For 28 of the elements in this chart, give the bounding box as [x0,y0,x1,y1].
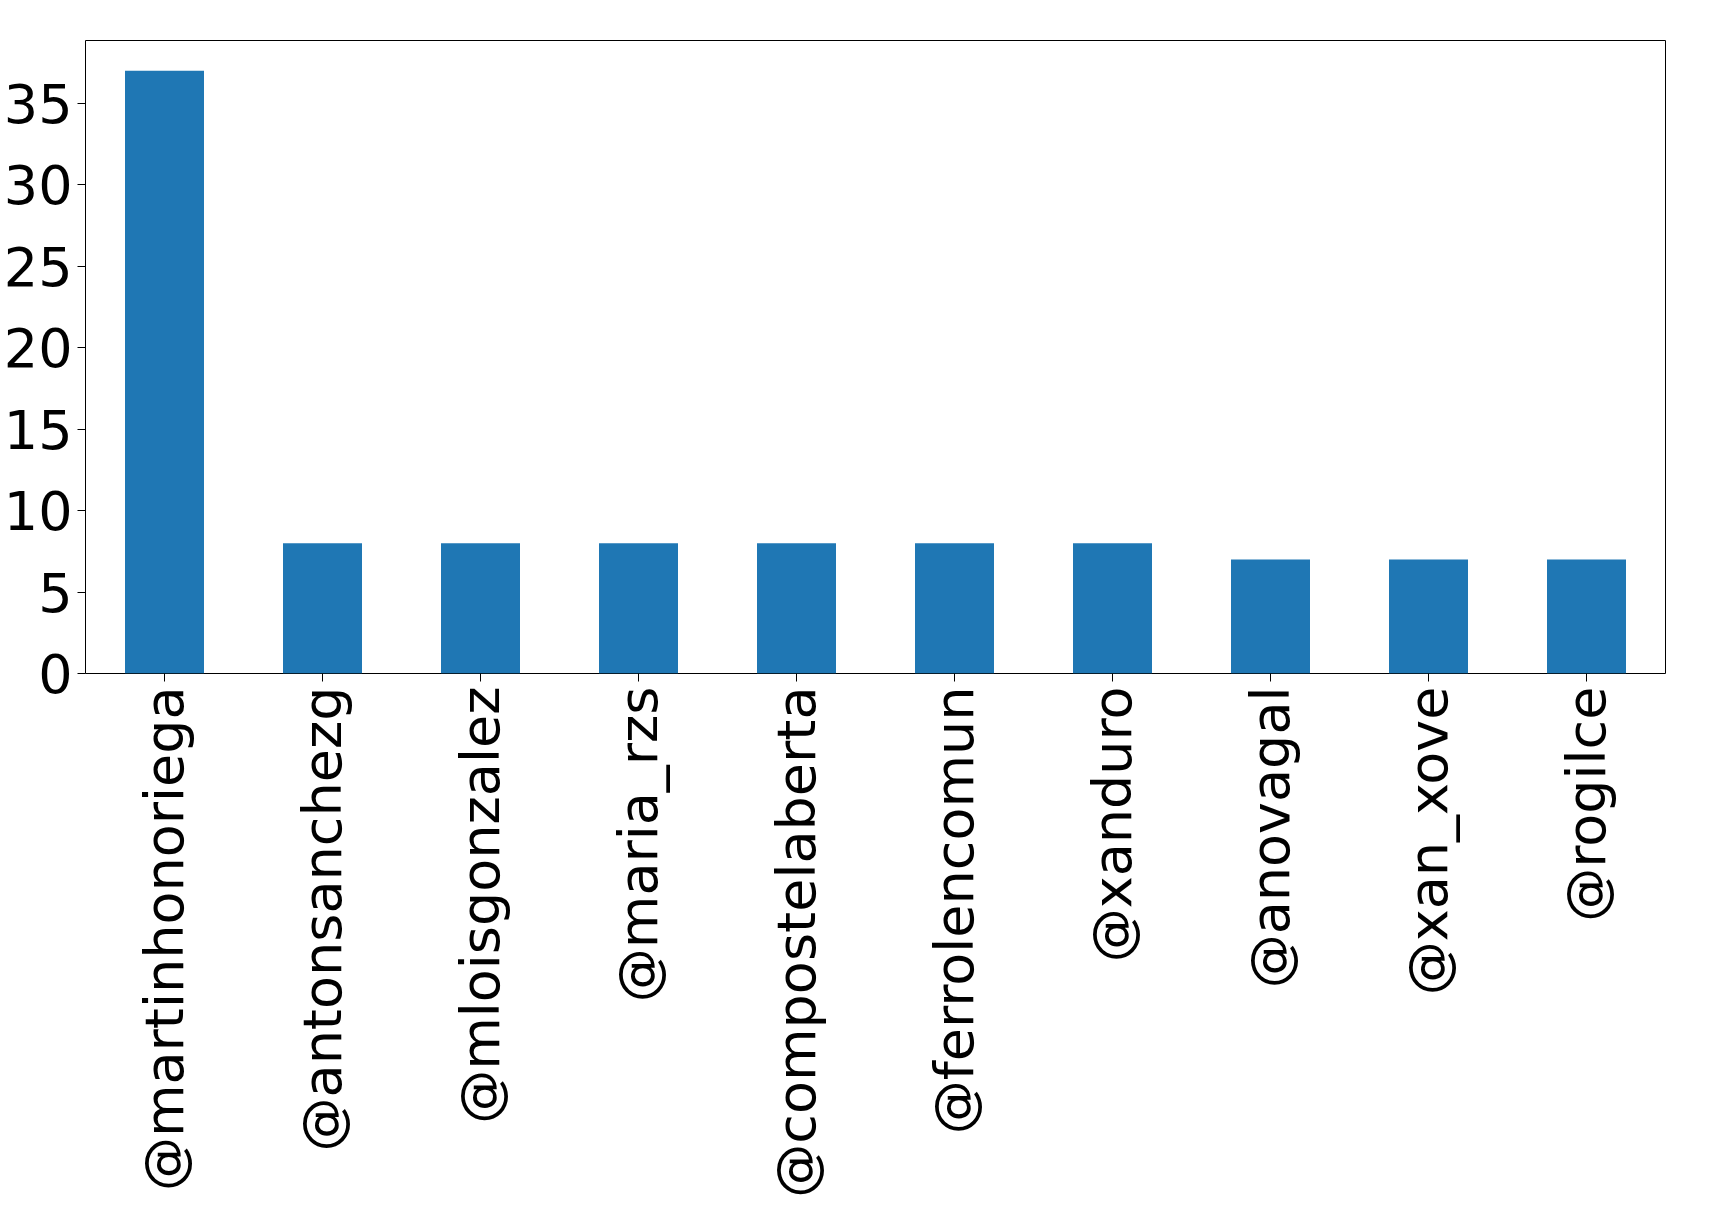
y-tick-label: 10 [3,480,73,544]
bar [915,543,994,674]
x-tick-label: @anovagal [1239,686,1302,989]
y-tick-label: 30 [3,154,73,218]
bar [757,543,836,674]
y-tick-label: 15 [3,398,73,462]
bar [1073,543,1152,674]
bar [1231,559,1310,674]
bar [441,543,520,674]
x-tick-label: @maria_rzs [607,686,670,1003]
x-tick-label: @compostelaberta [765,686,828,1198]
x-tick-label: @antonsanchezg [291,686,354,1152]
bar [1389,559,1468,674]
bar [125,70,204,674]
y-tick-label: 25 [3,235,73,299]
x-tick-label: @xan_xove [1397,686,1460,996]
bar [283,543,362,674]
bar [1547,559,1626,674]
y-tick-label: 0 [38,643,73,706]
x-tick-label: @rogilce [1555,686,1618,922]
x-tick-label: @xanduro [1081,686,1144,963]
y-tick-label: 35 [3,72,73,136]
y-tick-label: 20 [3,317,73,381]
x-tick-label: @ferrolencomun [923,686,986,1135]
x-tick-label: @martinhonoriega [133,686,196,1192]
bar [599,543,678,674]
x-tick-label: @mloisgonzalez [449,686,512,1124]
y-tick-label: 5 [38,561,73,625]
